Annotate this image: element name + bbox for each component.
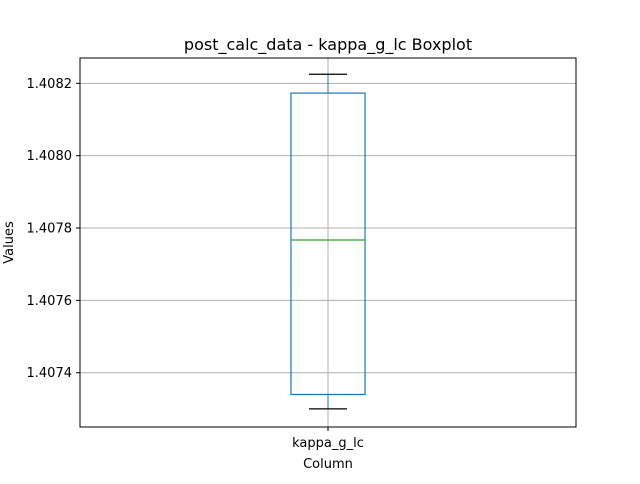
y-axis-ticks: 1.4074 1.4076 1.4078 1.4080 1.4082 — [27, 77, 80, 381]
y-axis-label: Values — [2, 221, 17, 264]
y-tick-label: 1.4074 — [27, 366, 73, 381]
box-kappa_g_lc — [290, 73, 366, 410]
chart-title: post_calc_data - kappa_g_lc Boxplot — [184, 35, 472, 55]
y-tick-label: 1.4080 — [27, 149, 73, 164]
y-tick-label: 1.4078 — [27, 222, 73, 237]
iqr-box — [290, 92, 366, 396]
x-axis-label: Column — [303, 457, 353, 472]
box-series — [290, 73, 366, 410]
grid-lines — [80, 58, 576, 427]
y-tick-label: 1.4076 — [27, 294, 73, 309]
x-tick-label: kappa_g_lc — [292, 436, 364, 451]
y-tick-label: 1.4082 — [27, 77, 73, 92]
x-axis-ticks: kappa_g_lc — [292, 427, 364, 451]
